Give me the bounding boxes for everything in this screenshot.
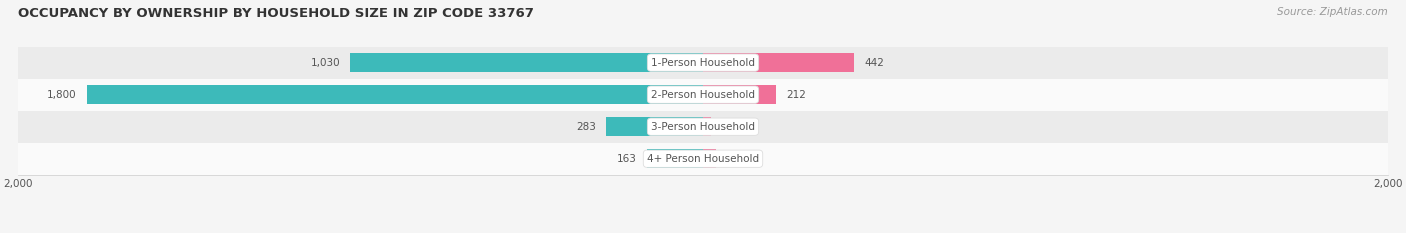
Text: 163: 163 [617,154,637,164]
Text: 37: 37 [725,154,740,164]
Bar [18,143,1388,175]
Text: 442: 442 [865,58,884,68]
Bar [350,53,703,72]
Bar [703,149,716,168]
Bar [18,47,1388,79]
Text: OCCUPANCY BY OWNERSHIP BY HOUSEHOLD SIZE IN ZIP CODE 33767: OCCUPANCY BY OWNERSHIP BY HOUSEHOLD SIZE… [18,7,534,20]
Text: 4+ Person Household: 4+ Person Household [647,154,759,164]
Bar [87,85,703,104]
Text: 2-Person Household: 2-Person Household [651,90,755,100]
Text: 1,030: 1,030 [311,58,340,68]
Bar [606,117,703,136]
Text: Source: ZipAtlas.com: Source: ZipAtlas.com [1277,7,1388,17]
Text: 1,800: 1,800 [46,90,76,100]
Text: 283: 283 [576,122,596,132]
Text: 3-Person Household: 3-Person Household [651,122,755,132]
Bar [703,117,711,136]
Text: 1-Person Household: 1-Person Household [651,58,755,68]
Text: 212: 212 [786,90,806,100]
Bar [703,85,776,104]
Bar [647,149,703,168]
Bar [18,79,1388,111]
Bar [703,53,855,72]
Text: 23: 23 [721,122,734,132]
Bar [18,111,1388,143]
